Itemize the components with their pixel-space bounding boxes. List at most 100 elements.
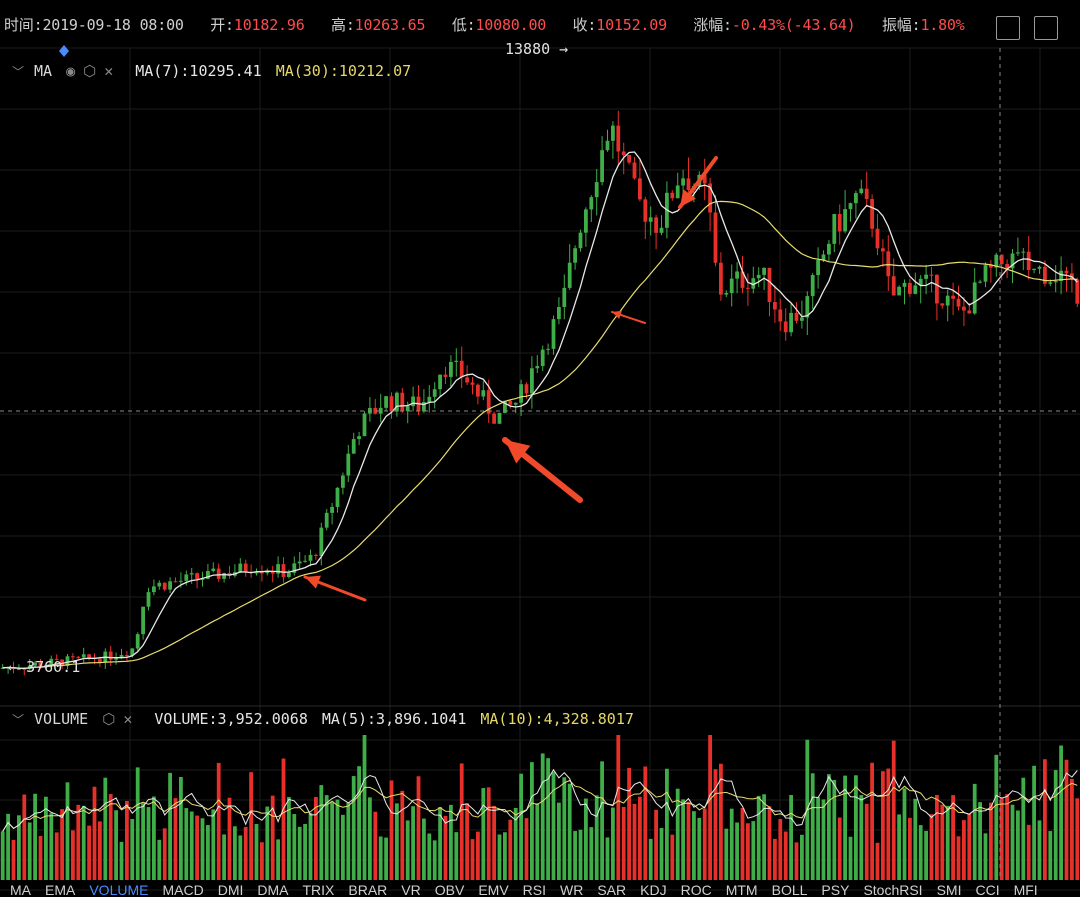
- volume-bar: [422, 818, 426, 880]
- open-label: 开:: [210, 16, 234, 34]
- volume-bar: [184, 808, 189, 880]
- candle-body: [98, 659, 102, 663]
- volume-bar: [513, 807, 518, 880]
- indicator-tabs: MA EMA VOLUME MACD DMI DMA TRIX BRAR VR OBV EMV RSI…: [0, 882, 1080, 897]
- volume-bar: [648, 838, 653, 880]
- tab-ma[interactable]: MA: [10, 882, 31, 897]
- tab-mtm[interactable]: MTM: [725, 882, 758, 897]
- candle-body: [173, 581, 178, 583]
- tab-vr[interactable]: VR: [401, 882, 421, 897]
- candle-body: [179, 580, 183, 582]
- candle-body: [686, 178, 691, 190]
- candle-body: [832, 214, 837, 244]
- candle-body: [729, 278, 734, 294]
- tab-ema[interactable]: EMA: [45, 882, 76, 897]
- volume-bar: [357, 766, 361, 880]
- tab-macd[interactable]: MACD: [162, 882, 204, 897]
- tab-sar[interactable]: SAR: [597, 882, 627, 897]
- candle-body: [281, 564, 286, 577]
- tab-smi[interactable]: SMI: [936, 882, 962, 897]
- tab-mfi[interactable]: MFI: [1013, 882, 1038, 897]
- volume-bar: [1070, 778, 1074, 880]
- high-value: 10263.65: [354, 16, 426, 34]
- volume-bar: [621, 806, 626, 880]
- tab-stochrsi[interactable]: StochRSI: [863, 882, 923, 897]
- tab-roc[interactable]: ROC: [680, 882, 712, 897]
- tab-trix[interactable]: TRIX: [302, 882, 335, 897]
- volume-bar: [173, 798, 178, 880]
- candle-body: [978, 281, 982, 283]
- candle-body: [600, 150, 604, 183]
- tab-rsi[interactable]: RSI: [522, 882, 547, 897]
- volume-bar: [179, 776, 183, 880]
- volume-bar: [962, 820, 966, 880]
- candle-body: [184, 574, 189, 581]
- time-label: 时间:: [4, 16, 43, 34]
- candle-body: [492, 413, 496, 424]
- candle-body: [800, 317, 804, 321]
- candle-body: [724, 293, 729, 295]
- candle-body: [886, 251, 891, 277]
- volume-bar: [384, 837, 388, 880]
- volume-bar: [789, 794, 793, 880]
- volume-bar: [395, 803, 399, 880]
- tab-psy[interactable]: PSY: [821, 882, 850, 897]
- candle-body: [751, 278, 756, 289]
- candle-body: [1053, 281, 1058, 283]
- candle-body: [713, 212, 718, 263]
- close-icon[interactable]: ✕: [104, 62, 114, 80]
- volume-ma5-value: MA(5):3,896.1041: [321, 710, 467, 728]
- tab-cci[interactable]: CCI: [975, 882, 1000, 897]
- volume-bar: [767, 806, 772, 880]
- close-icon[interactable]: ✕: [123, 710, 133, 728]
- candle-body: [508, 400, 513, 405]
- volume-bar: [848, 836, 853, 880]
- candle-body: [1021, 251, 1026, 253]
- volume-bar: [1010, 804, 1015, 880]
- candle-body: [551, 319, 556, 349]
- volume-bar: [233, 826, 237, 880]
- eye-icon[interactable]: ◉: [66, 62, 76, 80]
- volume-bar: [276, 839, 280, 880]
- volume-bar: [540, 753, 545, 880]
- chevron-down-icon[interactable]: ﹀: [12, 64, 25, 79]
- candle-body: [476, 384, 480, 397]
- candle-body: [33, 662, 37, 666]
- tab-wr[interactable]: WR: [560, 882, 584, 897]
- candle-body: [152, 586, 156, 593]
- volume-ma10-line: [2, 779, 1078, 832]
- annotation-arrow-small: [611, 310, 646, 324]
- settings-icon[interactable]: ⬡: [83, 62, 97, 80]
- volume-bar: [573, 831, 577, 880]
- tab-volume[interactable]: VOLUME: [89, 882, 149, 897]
- candle-body: [146, 592, 151, 607]
- tab-kdj[interactable]: KDJ: [640, 882, 667, 897]
- screenshot-icon[interactable]: [996, 16, 1020, 40]
- chevron-down-icon[interactable]: ﹀: [12, 712, 25, 727]
- tab-brar[interactable]: BRAR: [348, 882, 388, 897]
- fullscreen-icon[interactable]: [1034, 16, 1058, 40]
- volume-bar: [594, 795, 599, 880]
- volume-bar: [449, 804, 453, 880]
- volume-bar: [735, 822, 739, 880]
- candle-body: [767, 267, 772, 303]
- candle-body: [297, 561, 302, 564]
- settings-icon[interactable]: ⬡: [102, 710, 116, 728]
- volume-bar: [0, 831, 5, 880]
- time-value: 2019-09-18 08:00: [42, 16, 184, 34]
- candle-body: [1059, 270, 1063, 282]
- tab-boll[interactable]: BOLL: [771, 882, 808, 897]
- volume-bar: [859, 795, 864, 880]
- candle-body: [535, 366, 540, 369]
- candle-body: [638, 178, 642, 200]
- volume-bar: [189, 811, 194, 880]
- tab-obv[interactable]: OBV: [434, 882, 465, 897]
- ma7-value: MA(7):10295.41: [135, 62, 262, 80]
- candle-body: [270, 571, 275, 574]
- candle-body: [719, 262, 723, 295]
- tab-dmi[interactable]: DMI: [217, 882, 244, 897]
- tab-dma[interactable]: DMA: [257, 882, 289, 897]
- candle-body: [222, 573, 226, 579]
- tab-emv[interactable]: EMV: [478, 882, 509, 897]
